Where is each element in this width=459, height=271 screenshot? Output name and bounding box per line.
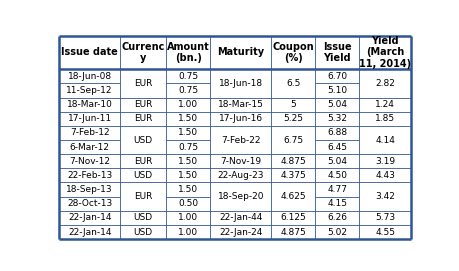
Text: USD: USD — [134, 228, 153, 237]
Text: 7-Feb-12: 7-Feb-12 — [70, 128, 109, 137]
Text: 5.04: 5.04 — [327, 100, 347, 109]
Text: 4.875: 4.875 — [280, 228, 306, 237]
Text: 1.24: 1.24 — [375, 100, 395, 109]
Text: 4.875: 4.875 — [280, 157, 306, 166]
Text: EUR: EUR — [134, 192, 152, 201]
Text: 0.75: 0.75 — [178, 143, 198, 151]
Text: 5: 5 — [291, 100, 296, 109]
Text: 0.75: 0.75 — [178, 72, 198, 81]
Text: 6.5: 6.5 — [286, 79, 301, 88]
Text: Yield
(March
11, 2014): Yield (March 11, 2014) — [359, 36, 411, 69]
Text: 5.10: 5.10 — [327, 86, 347, 95]
Text: USD: USD — [134, 213, 153, 222]
Text: 7-Feb-22: 7-Feb-22 — [221, 136, 261, 144]
Text: 28-Oct-13: 28-Oct-13 — [67, 199, 112, 208]
Text: 4.77: 4.77 — [327, 185, 347, 194]
Text: 6.125: 6.125 — [280, 213, 306, 222]
Text: 1.50: 1.50 — [178, 128, 198, 137]
Text: 22-Jan-14: 22-Jan-14 — [68, 213, 112, 222]
Text: 0.50: 0.50 — [178, 199, 198, 208]
Text: 4.14: 4.14 — [375, 136, 395, 144]
Text: 1.50: 1.50 — [178, 157, 198, 166]
Text: 22-Jan-24: 22-Jan-24 — [219, 228, 263, 237]
Text: 4.50: 4.50 — [327, 171, 347, 180]
Text: 1.00: 1.00 — [178, 228, 198, 237]
Text: 7-Nov-12: 7-Nov-12 — [69, 157, 110, 166]
Text: Issue date: Issue date — [61, 47, 118, 57]
Text: 18-Sep-13: 18-Sep-13 — [66, 185, 113, 194]
Text: 4.625: 4.625 — [280, 192, 306, 201]
Text: 4.15: 4.15 — [327, 199, 347, 208]
Text: 5.32: 5.32 — [327, 114, 347, 123]
Text: 1.85: 1.85 — [375, 114, 396, 123]
Text: 6.75: 6.75 — [283, 136, 303, 144]
Text: 7-Nov-19: 7-Nov-19 — [220, 157, 261, 166]
Text: 2.82: 2.82 — [375, 79, 395, 88]
Text: EUR: EUR — [134, 114, 152, 123]
Text: 1.00: 1.00 — [178, 213, 198, 222]
Text: 5.25: 5.25 — [283, 114, 303, 123]
Text: 22-Jan-44: 22-Jan-44 — [219, 213, 263, 222]
Text: Issue
Yield: Issue Yield — [323, 42, 352, 63]
Text: 6.45: 6.45 — [327, 143, 347, 151]
Text: USD: USD — [134, 136, 153, 144]
Text: 22-Jan-14: 22-Jan-14 — [68, 228, 112, 237]
Text: 1.50: 1.50 — [178, 185, 198, 194]
Text: 1.00: 1.00 — [178, 100, 198, 109]
Text: 0.75: 0.75 — [178, 86, 198, 95]
Text: 17-Jun-16: 17-Jun-16 — [219, 114, 263, 123]
Text: 1.50: 1.50 — [178, 114, 198, 123]
Text: Maturity: Maturity — [217, 47, 264, 57]
Text: 18-Jun-08: 18-Jun-08 — [67, 72, 112, 81]
Text: 18-Mar-15: 18-Mar-15 — [218, 100, 264, 109]
Text: 5.04: 5.04 — [327, 157, 347, 166]
Text: EUR: EUR — [134, 79, 152, 88]
Text: 6-Mar-12: 6-Mar-12 — [70, 143, 110, 151]
Text: Coupon
(%): Coupon (%) — [273, 42, 314, 63]
Text: 5.73: 5.73 — [375, 213, 396, 222]
Text: 6.26: 6.26 — [327, 213, 347, 222]
Text: 3.42: 3.42 — [375, 192, 395, 201]
Text: EUR: EUR — [134, 157, 152, 166]
Text: 22-Feb-13: 22-Feb-13 — [67, 171, 112, 180]
Text: 18-Sep-20: 18-Sep-20 — [218, 192, 264, 201]
Text: 4.375: 4.375 — [280, 171, 306, 180]
Text: 11-Sep-12: 11-Sep-12 — [67, 86, 113, 95]
Text: 1.50: 1.50 — [178, 171, 198, 180]
Text: Currenc
y: Currenc y — [122, 42, 165, 63]
Text: 17-Jun-11: 17-Jun-11 — [67, 114, 112, 123]
Text: USD: USD — [134, 171, 153, 180]
Text: Amount
(bn.): Amount (bn.) — [167, 42, 210, 63]
Text: 18-Jun-18: 18-Jun-18 — [219, 79, 263, 88]
Text: 22-Aug-23: 22-Aug-23 — [218, 171, 264, 180]
Text: 6.88: 6.88 — [327, 128, 347, 137]
Text: 5.02: 5.02 — [327, 228, 347, 237]
Text: 4.55: 4.55 — [375, 228, 395, 237]
Text: 6.70: 6.70 — [327, 72, 347, 81]
Text: 3.19: 3.19 — [375, 157, 396, 166]
Text: 4.43: 4.43 — [375, 171, 395, 180]
Text: 18-Mar-10: 18-Mar-10 — [67, 100, 112, 109]
Text: EUR: EUR — [134, 100, 152, 109]
